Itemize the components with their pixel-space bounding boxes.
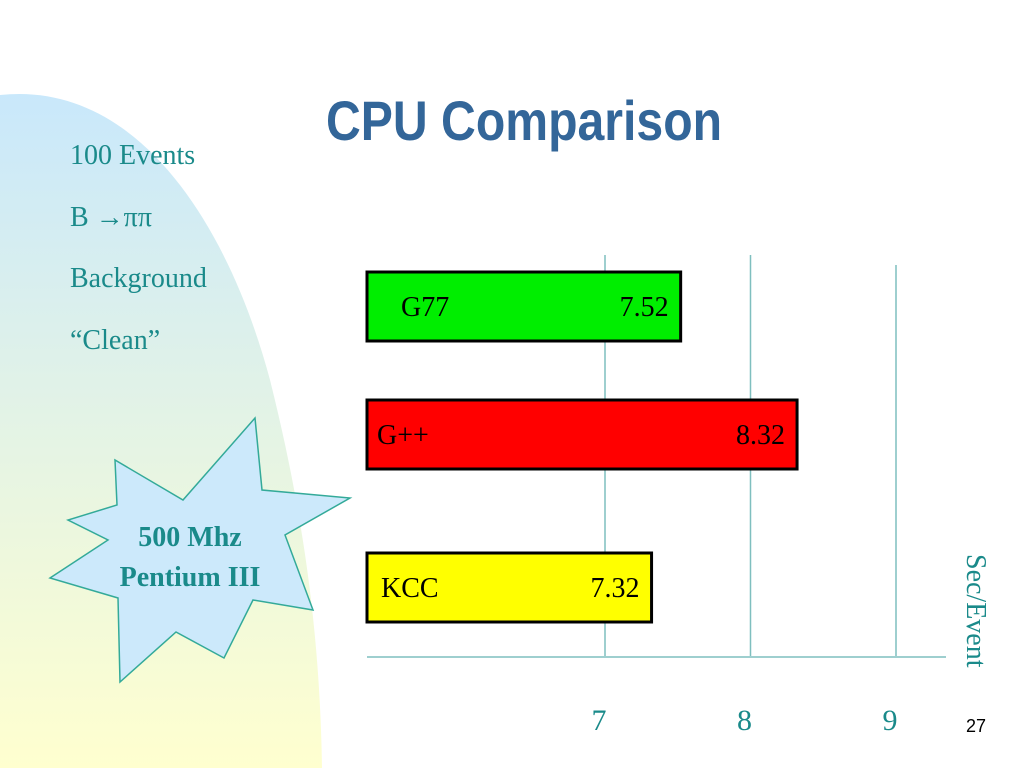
chart-tick-labels: 7 8 9 <box>592 704 898 737</box>
bar-category-label: G++ <box>377 420 429 451</box>
bar-category-label: G77 <box>401 292 449 323</box>
info-line-clean: “Clean” <box>70 324 161 356</box>
x-tick-label: 8 <box>737 704 752 737</box>
bar-value-label: 7.32 <box>591 573 640 604</box>
info-line-decay: B →ππ <box>70 201 152 233</box>
bar-category-label: KCC <box>381 573 439 604</box>
burst-line-speed: 500 Mhz <box>138 522 242 553</box>
bar-value-label: 7.52 <box>620 292 669 323</box>
chart-bars: G77 7.52 G++ 8.32 KCC 7.32 <box>365 270 799 624</box>
x-axis-unit-label: Sec/Event <box>960 554 991 668</box>
bar-g77 <box>365 270 683 343</box>
x-tick-label: 9 <box>883 704 898 737</box>
info-line-events: 100 Events <box>70 140 196 171</box>
bar-gpp <box>365 398 799 471</box>
starburst-shape <box>48 416 353 684</box>
burst-line-cpu: Pentium III <box>119 562 261 593</box>
bar-value-label: 8.32 <box>736 420 785 451</box>
slide-title: CPU Comparison <box>326 89 723 152</box>
info-line-background: Background <box>70 263 207 294</box>
burst-label: 500 Mhz Pentium III <box>90 518 290 598</box>
x-tick-label: 7 <box>592 704 607 737</box>
page-number: 27 <box>966 716 987 736</box>
bar-kcc <box>365 551 654 624</box>
info-list: 100 Events B →ππ Background “Clean” <box>70 138 207 384</box>
